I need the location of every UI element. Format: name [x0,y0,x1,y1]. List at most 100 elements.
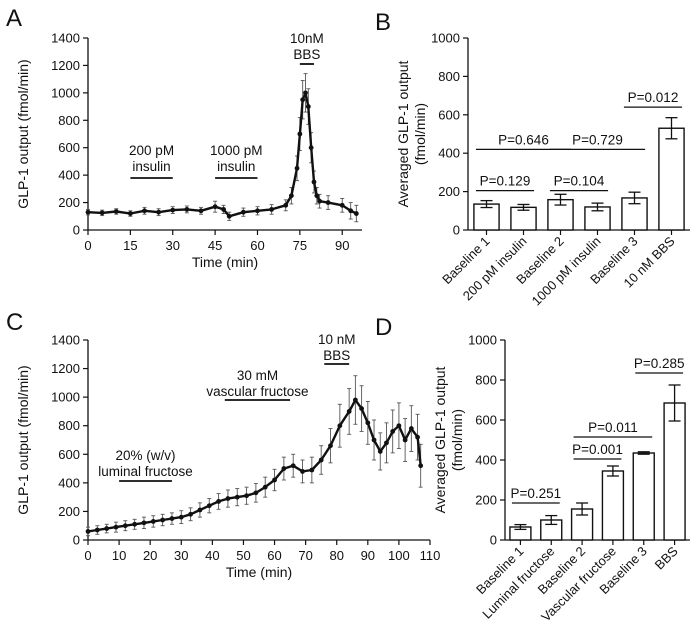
y-tick-label: 1400 [51,333,80,348]
y-axis-label-line: (fmol/min) [412,103,428,165]
x-tick-label: 75 [293,238,307,253]
x-tick-label: 0 [84,238,91,253]
y-axis-label: Averaged GLP-1 output(fmol/min) [432,366,465,513]
p-value-label: P=0.011 [588,420,638,435]
data-point [308,145,314,151]
y-tick-label: 800 [58,418,80,433]
y-axis-label: Averaged GLP-1 output(fmol/min) [395,60,428,207]
y-tick-label: 800 [438,69,460,84]
data-point [234,494,240,500]
data-point [328,443,333,449]
stimulus-label: 10 nM [318,332,356,347]
stimulus-label: insulin [132,159,170,174]
x-tick-label: 45 [208,238,222,253]
p-value-label: P=0.129 [480,174,531,189]
data-point [178,514,184,520]
y-tick-label: 1400 [51,31,80,46]
data-point [184,207,190,212]
data-point [113,524,119,530]
x-tick-label: 20 [143,548,157,563]
data-point [294,165,300,171]
data-point [314,193,320,199]
y-tick-label: 1000 [468,333,497,348]
panel-letter-a: A [6,5,22,32]
y-tick-label: 600 [58,447,80,462]
x-tick-label: 90 [361,548,375,563]
y-tick-label: 400 [58,168,80,183]
data-point [300,97,306,103]
data-point [262,484,268,490]
p-value-label: P=0.012 [628,90,679,105]
data-point [348,208,354,214]
y-tick-label: 200 [438,184,460,199]
data-point [402,437,408,443]
data-point [300,469,305,474]
data-point [226,213,232,219]
p-value-label: P=0.646 [498,132,549,147]
data-point [188,511,194,517]
data-point [317,198,323,204]
data-point [408,426,414,431]
y-axis-label: GLP-1 output (fmol/min) [15,365,31,514]
data-point [169,516,175,521]
y-tick-label: 800 [475,373,497,388]
data-point [415,434,420,440]
y-tick-label: 0 [490,533,497,548]
data-point [359,406,364,411]
data-point [212,204,218,210]
data-point [318,457,324,463]
data-point [197,507,203,513]
data-point [206,503,212,509]
y-tick-label: 400 [475,453,497,468]
data-point [253,490,259,496]
data-point [132,521,138,527]
data-point [288,193,294,199]
data-point [170,207,176,213]
panel-letter-d: D [375,314,392,341]
y-tick-label: 1000 [431,31,460,46]
y-tick-label: 600 [58,140,80,155]
stimulus-label: BBS [323,348,350,363]
stimulus-label: 200 pM [129,143,174,158]
data-point [384,440,389,446]
y-axis-label-line: Averaged GLP-1 output [395,60,411,207]
data-point [325,200,331,205]
data-point [365,420,371,426]
data-point [255,208,260,214]
y-tick-label: 200 [58,504,80,519]
data-point [244,493,249,499]
x-tick-label: 60 [250,238,264,253]
stimulus-label: BBS [293,47,320,62]
y-tick-label: 400 [58,475,80,490]
y-tick-label: 1000 [51,390,80,405]
stimulus-label: luminal fructose [98,464,193,479]
y-axis-label: GLP-1 output (fmol/min) [15,59,31,208]
y-axis-label-line: Averaged GLP-1 output [432,366,448,513]
stimulus-label: vascular fructose [206,384,308,399]
stimulus-label: 1000 pM [210,143,263,158]
panel-c-line-chart: 0 200 400 600 800 1000 1200 1400 0 10 20 30 40 50 60 70… [15,332,440,580]
data-point [396,423,402,429]
x-tick-label: 30 [166,238,180,253]
data-point [240,209,246,215]
data-point [305,104,311,109]
data-point [113,209,119,214]
x-tick-label: 80 [329,548,343,563]
p-value-label: P=0.104 [554,174,605,189]
panel-a-line-chart: 0 200 400 600 800 1000 1200 1400 0 15 30 45 60 75 90 Ti… [15,31,362,270]
data-point [297,131,303,137]
y-tick-label: 800 [58,113,80,128]
x-tick-label: 30 [174,548,188,563]
data-point [339,202,345,208]
x-axis-label: Time (min) [226,564,292,580]
panel-letter-b: B [375,9,391,36]
x-tick-label: 60 [267,548,281,563]
x-tick-label: 15 [123,238,137,253]
y-tick-label: 200 [475,493,497,508]
bar [601,470,625,541]
data-point [303,90,308,96]
data-point [94,527,100,533]
p-value-label: P=0.251 [510,486,561,501]
y-tick-label: 0 [73,223,80,238]
